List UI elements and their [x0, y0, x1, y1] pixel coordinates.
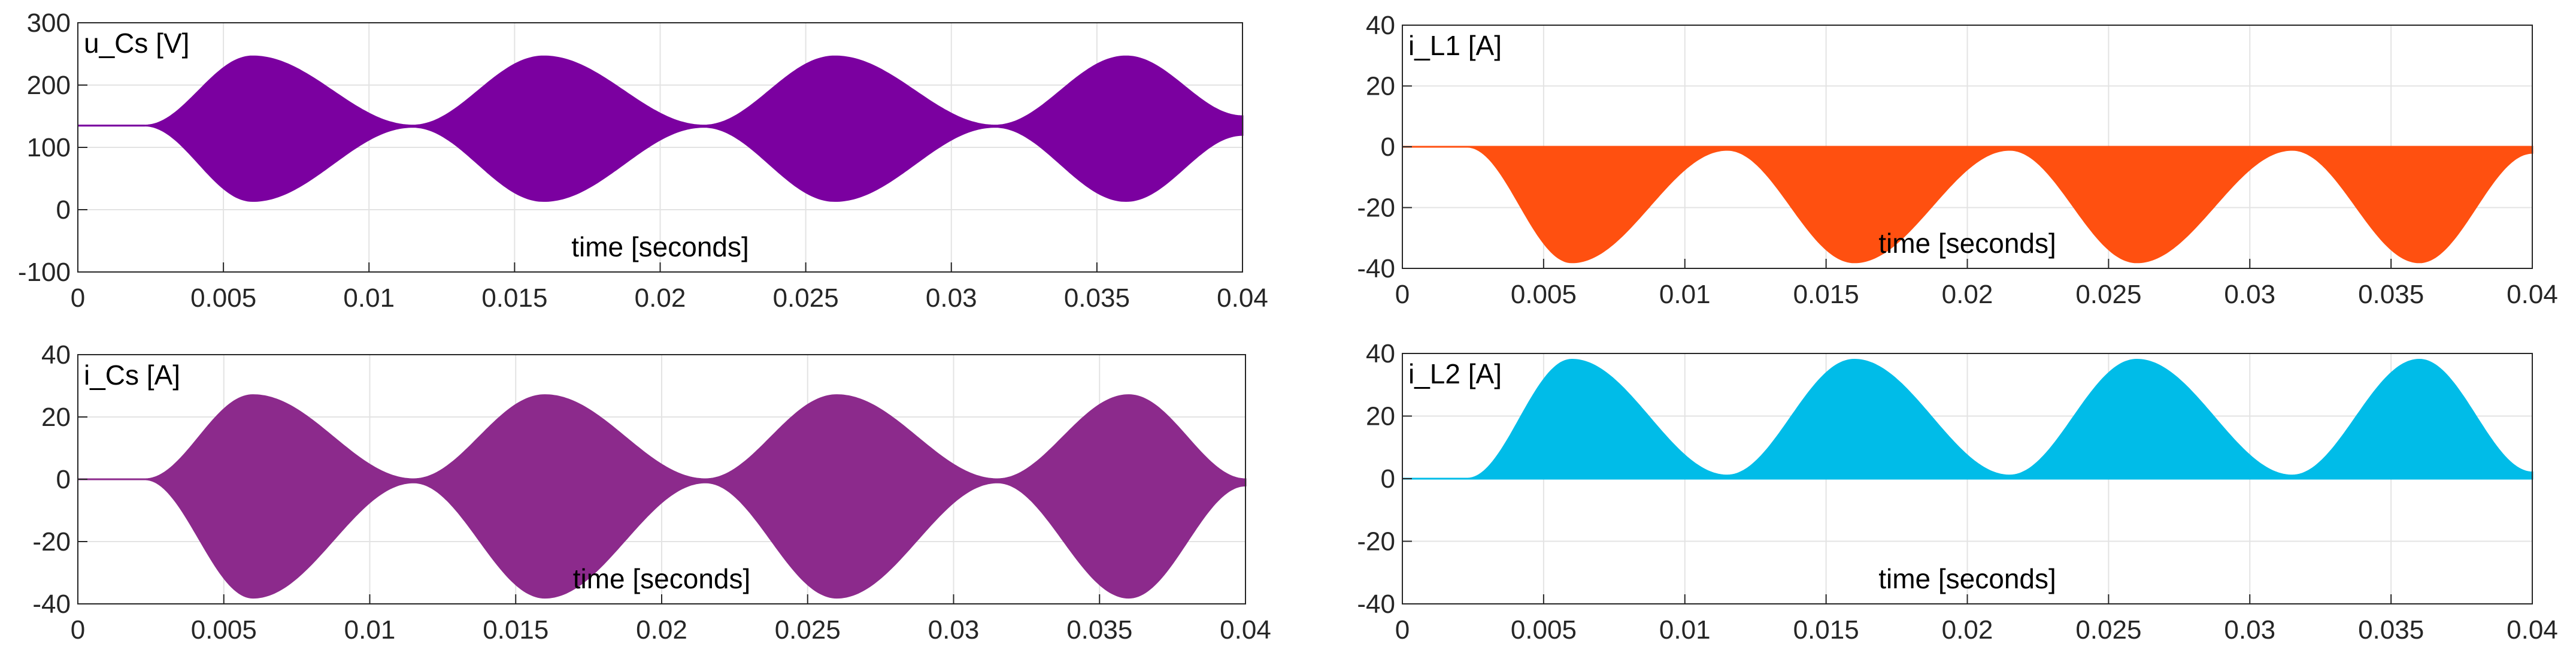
y-tick-label: -40: [32, 590, 71, 619]
x-tick-label: 0.04: [1217, 283, 1268, 313]
y-tick-label: -20: [1357, 527, 1395, 557]
x-tick-label: 0.02: [635, 283, 686, 313]
x-tick-label: 0: [71, 283, 85, 313]
y-tick-label: 20: [1366, 72, 1395, 101]
x-tick-label: 0.01: [1659, 280, 1711, 309]
y-tick-label: -40: [1357, 254, 1395, 283]
x-tick-label: 0.015: [1793, 615, 1859, 645]
x-tick-label: 0.025: [2075, 615, 2141, 645]
x-tick-label: 0.04: [2507, 615, 2558, 645]
y-tick-label: -20: [1357, 194, 1395, 223]
x-tick-label: 0.005: [191, 615, 257, 645]
x-axis-label: time [seconds]: [1878, 228, 2056, 259]
x-axis-label: time [seconds]: [1878, 563, 2056, 594]
y-tick-label: -40: [1357, 590, 1395, 619]
chart-panel-u-cs-v: 0 0.005 0.01 0.015 0.02 0.025 0.03 0.035 0.04 -10…: [18, 8, 1268, 313]
x-tick-label: 0.03: [928, 615, 980, 645]
x-tick-label: 0: [1395, 280, 1410, 309]
y-tick-label: 100: [27, 133, 71, 162]
x-axis-label: time [seconds]: [573, 563, 751, 594]
x-tick-label: 0.005: [1511, 615, 1577, 645]
x-tick-label: 0.04: [2507, 280, 2558, 309]
x-tick-label: 0: [71, 615, 85, 645]
y-tick-label: 40: [1366, 339, 1395, 368]
y-tick-label: -100: [18, 258, 71, 287]
x-tick-label: 0.035: [2358, 280, 2424, 309]
x-tick-label: 0.025: [2075, 280, 2141, 309]
x-tick-label: 0.03: [926, 283, 977, 313]
y-tick-label: 0: [56, 195, 71, 225]
chart-title: i_L1 [A]: [1408, 30, 1502, 61]
chart-panel-i-l2-a: 0 0.005 0.01 0.015 0.02 0.025 0.03 0.035 0.04 -40…: [1357, 339, 2557, 645]
x-tick-label: 0: [1395, 615, 1410, 645]
chart-title: u_Cs [V]: [84, 28, 189, 59]
y-tick-label: 0: [1381, 132, 1395, 162]
x-tick-label: 0.035: [1066, 615, 1132, 645]
x-tick-label: 0.035: [1064, 283, 1130, 313]
y-tick-label: -20: [32, 527, 71, 557]
chart-title: i_L2 [A]: [1408, 358, 1502, 389]
x-tick-label: 0.02: [1942, 615, 1993, 645]
x-tick-label: 0.01: [344, 615, 396, 645]
x-tick-label: 0.02: [636, 615, 687, 645]
x-tick-label: 0.01: [1659, 615, 1711, 645]
x-tick-label: 0.005: [1511, 280, 1577, 309]
x-tick-label: 0.025: [773, 283, 839, 313]
x-tick-label: 0.02: [1942, 280, 1993, 309]
y-tick-label: 40: [41, 340, 71, 370]
chart-panel-i-cs-a: 0 0.005 0.01 0.015 0.02 0.025 0.03 0.035 0.04 -40…: [32, 340, 1271, 645]
y-tick-label: 20: [1366, 402, 1395, 431]
x-tick-label: 0.04: [1220, 615, 1271, 645]
x-tick-label: 0.025: [775, 615, 841, 645]
chart-panel-i-l1-a: 0 0.005 0.01 0.015 0.02 0.025 0.03 0.035 0.04 -40…: [1357, 11, 2557, 309]
x-tick-label: 0.03: [2224, 280, 2275, 309]
x-tick-label: 0.01: [343, 283, 395, 313]
y-tick-label: 200: [27, 71, 71, 100]
x-tick-label: 0.015: [483, 615, 548, 645]
x-tick-label: 0.005: [190, 283, 256, 313]
x-axis-label: time [seconds]: [571, 231, 749, 262]
y-tick-label: 20: [41, 403, 71, 432]
x-tick-label: 0.015: [1793, 280, 1859, 309]
y-tick-label: 0: [56, 465, 71, 494]
y-tick-label: 40: [1366, 11, 1395, 40]
x-tick-label: 0.03: [2224, 615, 2275, 645]
y-tick-label: 0: [1381, 464, 1395, 494]
chart-title: i_Cs [A]: [84, 359, 180, 391]
y-tick-label: 300: [27, 8, 71, 38]
x-tick-label: 0.035: [2358, 615, 2424, 645]
x-tick-label: 0.015: [481, 283, 547, 313]
